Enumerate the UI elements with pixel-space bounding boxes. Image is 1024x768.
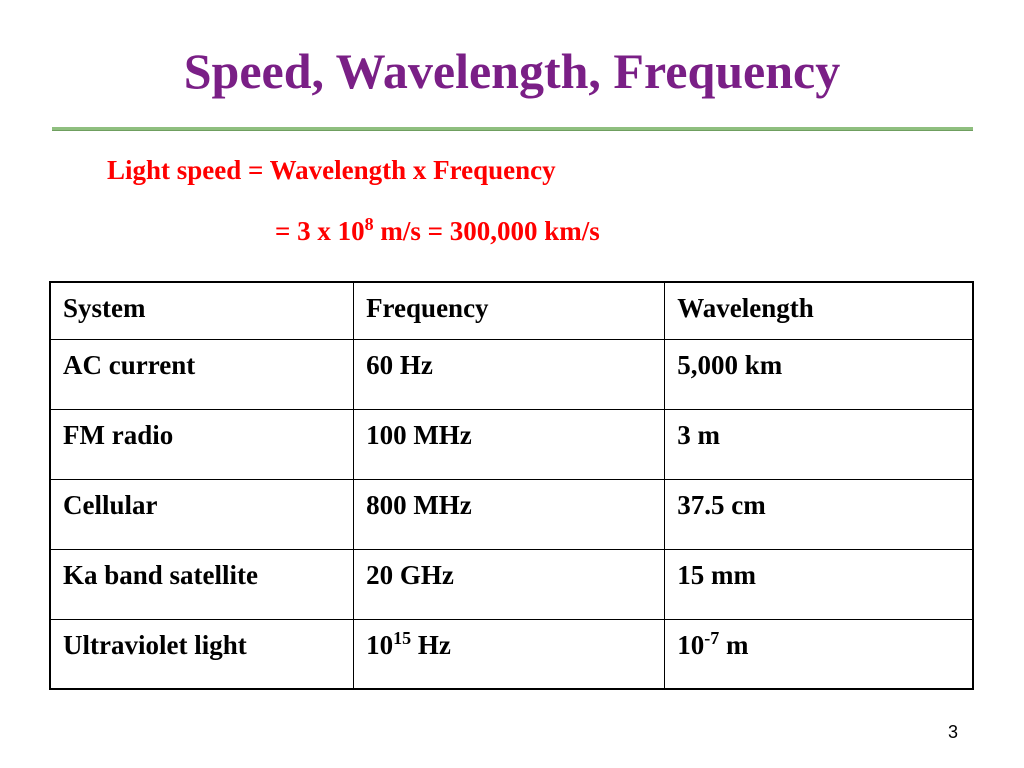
data-table: System Frequency Wavelength AC current 60 Hz… xyxy=(49,281,974,690)
table-cell: 37.5 cm xyxy=(664,478,974,550)
cell-text: FM radio xyxy=(63,419,174,450)
cell-text: 20 GHz xyxy=(366,559,454,590)
cell-text: 3 m xyxy=(677,419,720,450)
cell-text: Wavelength xyxy=(677,293,814,323)
table-row: Cellular 800 MHz 37.5 cm xyxy=(49,478,974,550)
cell-text: 37.5 cm xyxy=(677,489,766,520)
cell-text: Hz xyxy=(411,629,451,660)
table-cell: 800 MHz xyxy=(353,478,666,550)
cell-text: AC current xyxy=(63,349,196,380)
slide-title: Speed, Wavelength, Frequency xyxy=(183,43,841,99)
header-cell: Frequency xyxy=(353,281,666,340)
table-cell: 10-7 m xyxy=(664,618,974,690)
cell-text: Cellular xyxy=(63,489,158,520)
table-cell: 100 MHz xyxy=(353,408,666,480)
formula-text: = 3 x 10 xyxy=(275,216,365,246)
table-cell: FM radio xyxy=(49,408,355,480)
cell-text: Ka band satellite xyxy=(63,559,259,590)
table-cell: 1015 Hz xyxy=(353,618,666,690)
table-body: System Frequency Wavelength AC current 60 Hz… xyxy=(49,281,974,690)
table-cell: 60 Hz xyxy=(353,338,666,410)
cell-text: 60 Hz xyxy=(366,349,433,380)
table-cell: Ka band satellite xyxy=(49,548,355,620)
page-number: 3 xyxy=(948,722,959,742)
table-cell: Cellular xyxy=(49,478,355,550)
title-rule xyxy=(52,127,973,131)
cell-text: System xyxy=(63,293,146,323)
table-cell: 5,000 km xyxy=(664,338,974,410)
header-row: System Frequency Wavelength xyxy=(49,281,974,340)
formula-line: Light speed = Wavelength x Frequency xyxy=(107,155,556,185)
cell-text: 5,000 km xyxy=(677,349,783,380)
cell-text: m xyxy=(719,629,749,660)
table-cell: 20 GHz xyxy=(353,548,666,620)
table-cell: AC current xyxy=(49,338,355,410)
formula-line: = 3 x 108 m/s = 300,000 km/s xyxy=(275,214,600,247)
cell-text: 800 MHz xyxy=(366,489,472,520)
table-row: FM radio 100 MHz 3 m xyxy=(49,408,974,480)
formula-text: m/s = 300,000 km/s xyxy=(373,216,600,246)
header-cell: System xyxy=(49,281,355,340)
table-cell: 3 m xyxy=(664,408,974,480)
header-cell: Wavelength xyxy=(664,281,974,340)
cell-text: 100 MHz xyxy=(366,419,472,450)
table-cell: Ultraviolet light xyxy=(49,618,355,690)
cell-text: 15 mm xyxy=(677,559,756,590)
cell-text: Frequency xyxy=(366,293,489,323)
cell-text: 10 xyxy=(677,629,705,660)
cell-text: Ultraviolet light xyxy=(63,629,247,660)
formula-exponent: 8 xyxy=(364,214,374,234)
table-row: Ka band satellite 20 GHz 15 mm xyxy=(49,548,974,620)
table-row: Ultraviolet light 1015 Hz 10-7 m xyxy=(49,618,974,690)
cell-exponent: 15 xyxy=(393,627,412,648)
table-row: AC current 60 Hz 5,000 km xyxy=(49,338,974,410)
cell-exponent: -7 xyxy=(704,627,720,648)
table-cell: 15 mm xyxy=(664,548,974,620)
cell-text: 10 xyxy=(366,629,394,660)
